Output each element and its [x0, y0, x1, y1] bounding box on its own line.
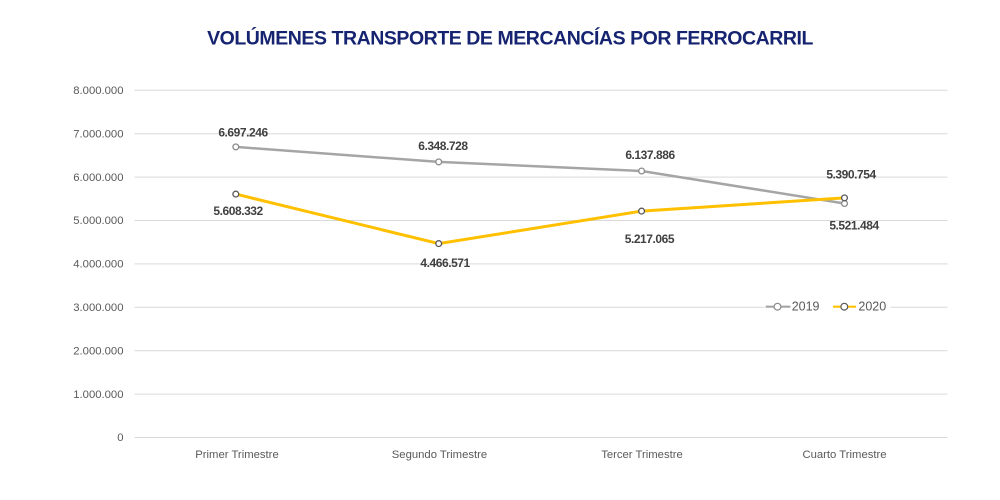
svg-text:Tercer Trimestre: Tercer Trimestre [601, 449, 683, 461]
svg-text:2.000.000: 2.000.000 [73, 345, 123, 357]
svg-text:6.000.000: 6.000.000 [73, 172, 123, 184]
svg-text:5.000.000: 5.000.000 [73, 215, 123, 227]
svg-text:7.000.000: 7.000.000 [73, 128, 123, 140]
svg-text:4.466.571: 4.466.571 [420, 256, 470, 270]
svg-text:4.000.000: 4.000.000 [73, 259, 123, 271]
svg-text:5.217.065: 5.217.065 [625, 232, 675, 246]
svg-text:1.000.000: 1.000.000 [73, 389, 123, 401]
svg-text:2020: 2020 [858, 300, 886, 314]
svg-text:6.697.246: 6.697.246 [218, 125, 268, 139]
svg-text:5.608.332: 5.608.332 [213, 204, 263, 218]
svg-text:2019: 2019 [792, 300, 820, 314]
svg-text:8.000.000: 8.000.000 [73, 85, 123, 97]
svg-text:6.348.728: 6.348.728 [418, 139, 468, 153]
svg-text:Primer Trimestre: Primer Trimestre [195, 449, 278, 461]
svg-text:3.000.000: 3.000.000 [73, 302, 123, 314]
svg-text:5.521.484: 5.521.484 [829, 218, 879, 232]
svg-text:Cuarto Trimestre: Cuarto Trimestre [802, 449, 886, 461]
svg-text:0: 0 [117, 432, 123, 444]
svg-text:Segundo Trimestre: Segundo Trimestre [392, 449, 487, 461]
svg-text:VOLÚMENES TRANSPORTE DE MERCAN: VOLÚMENES TRANSPORTE DE MERCANCÍAS POR F… [207, 26, 813, 50]
svg-text:5.390.754: 5.390.754 [826, 168, 876, 182]
svg-text:6.137.886: 6.137.886 [625, 148, 675, 162]
